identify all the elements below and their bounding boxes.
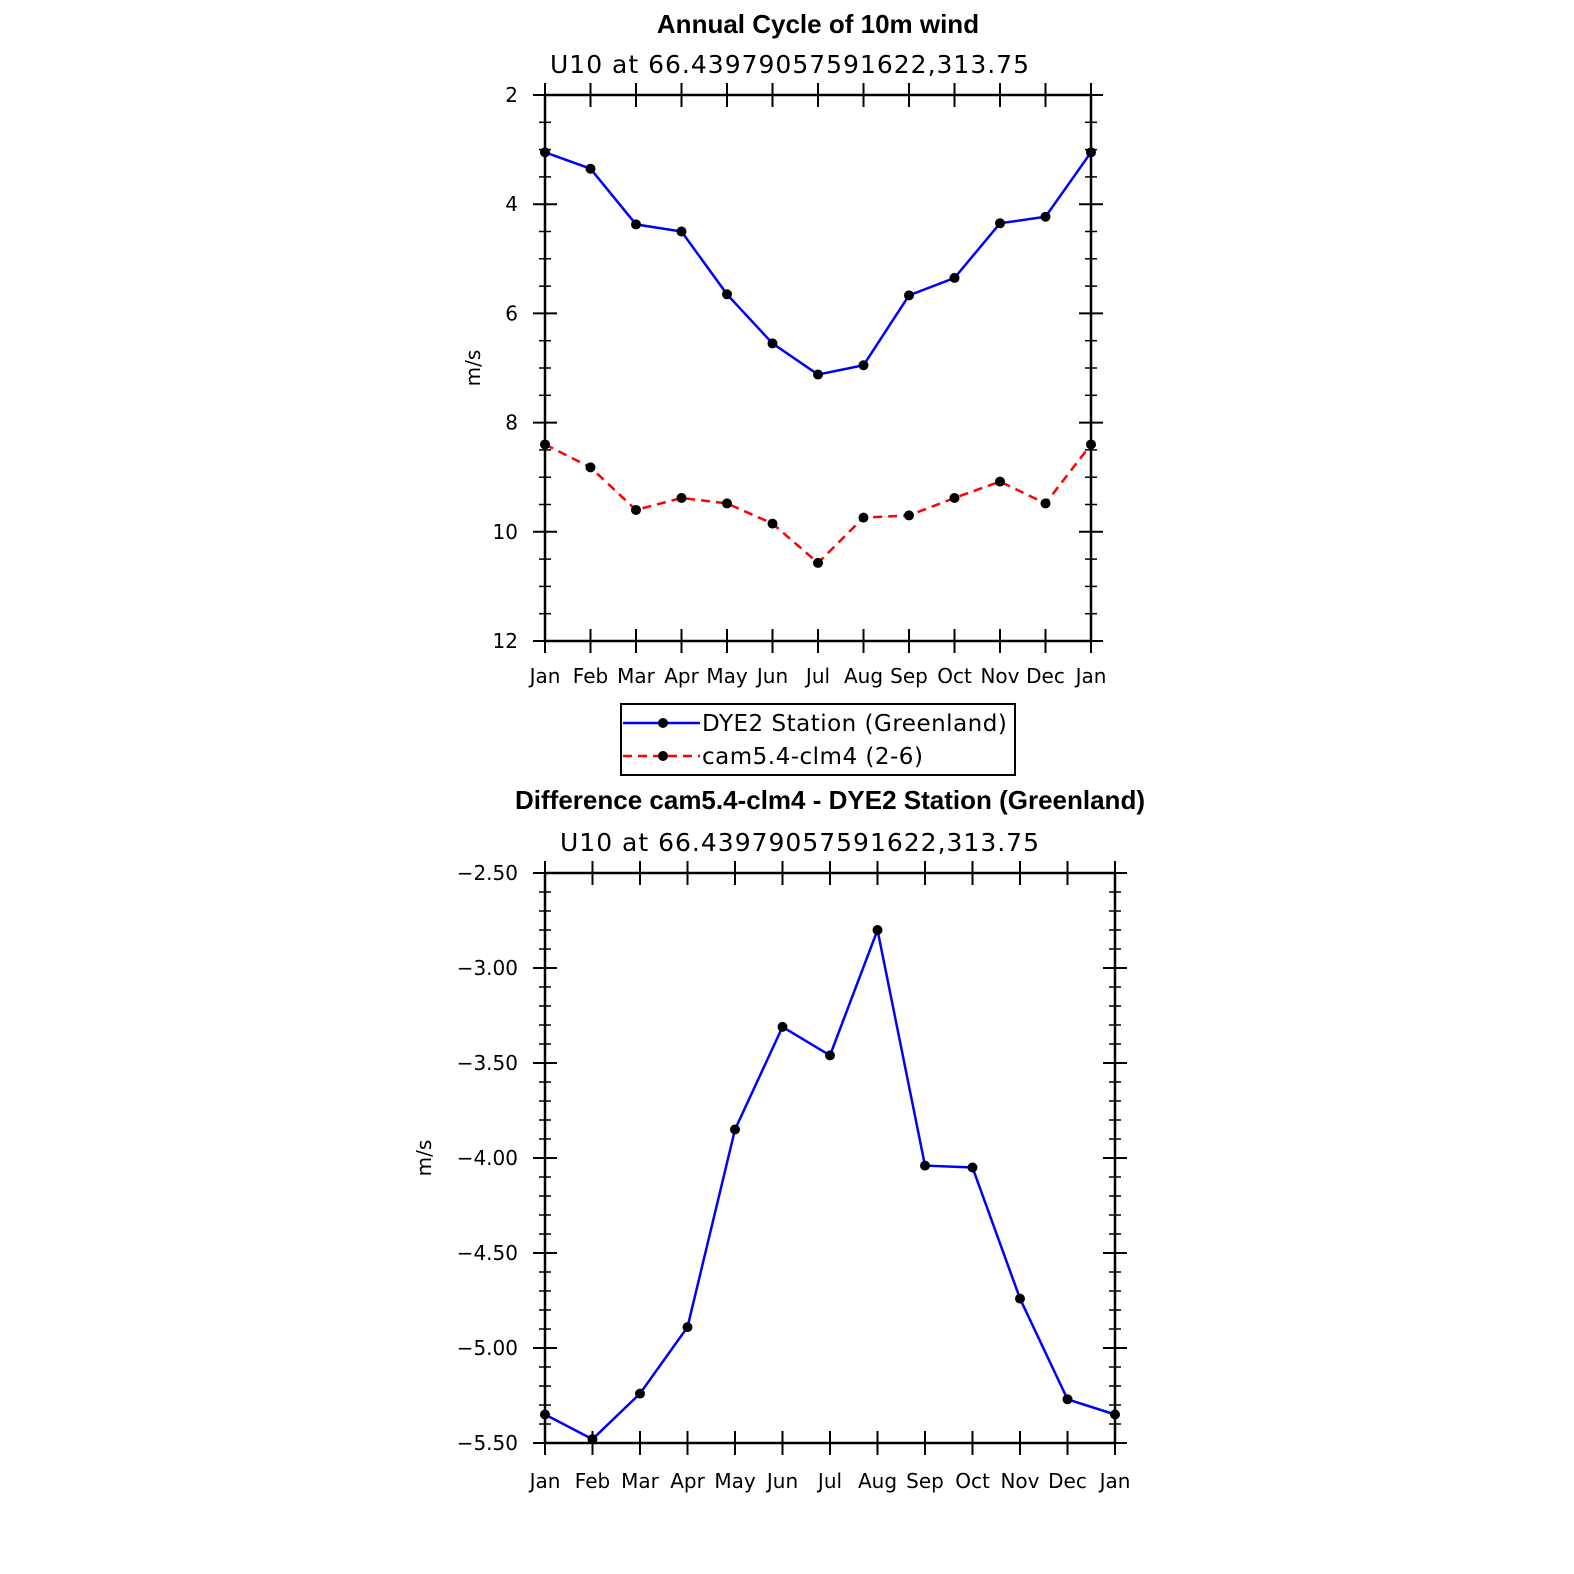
- x-tick-label: Mar: [617, 664, 656, 688]
- data-point: [1110, 1409, 1120, 1420]
- data-point: [1062, 1394, 1073, 1405]
- data-point: [949, 272, 960, 283]
- x-tick-label: Mar: [621, 1469, 660, 1493]
- x-tick-label: Nov: [1000, 1469, 1039, 1493]
- legend: DYE2 Station (Greenland) cam5.4-clm4 (2-6…: [620, 703, 1016, 776]
- x-tick-label: Jul: [804, 664, 830, 688]
- y-tick-label: 8: [505, 411, 518, 435]
- data-point: [682, 1322, 693, 1333]
- data-point: [587, 1434, 598, 1445]
- data-point: [872, 925, 883, 935]
- data-point: [813, 369, 823, 380]
- x-tick-label: Feb: [573, 664, 608, 688]
- y-tick-label: −2.50: [457, 861, 518, 885]
- x-tick-label: Oct: [937, 664, 972, 688]
- data-point: [722, 289, 732, 300]
- series-line-0: [544, 151, 1093, 376]
- legend-label: cam5.4-clm4 (2-6): [702, 744, 923, 770]
- x-tick-label: Aug: [858, 1469, 897, 1493]
- data-point: [631, 219, 641, 230]
- y-axis-label: m/s: [461, 350, 485, 387]
- x-tick-label: Jun: [765, 1469, 798, 1493]
- chart-title: Annual Cycle of 10m wind: [657, 9, 979, 39]
- data-point: [767, 518, 778, 529]
- data-point: [540, 1409, 550, 1420]
- x-tick-label: Jun: [755, 664, 788, 688]
- data-point: [995, 476, 1005, 487]
- x-tick-label: Oct: [955, 1469, 990, 1493]
- x-tick-label: May: [714, 1469, 756, 1493]
- y-tick-label: −5.00: [457, 1336, 518, 1360]
- data-point: [904, 510, 914, 521]
- data-point: [995, 218, 1005, 229]
- y-tick-label: 12: [493, 629, 518, 653]
- y-tick-label: −5.50: [457, 1431, 518, 1455]
- data-point: [967, 1162, 978, 1173]
- data-point: [767, 338, 778, 349]
- series-line-0: [544, 925, 1116, 1441]
- x-tick-label: Dec: [1026, 664, 1065, 688]
- y-tick-label: 4: [505, 192, 518, 216]
- chart-subtitle: U10 at 66.43979057591622,313.75: [560, 828, 1040, 857]
- x-tick-label: Jul: [816, 1469, 842, 1493]
- x-tick-label: Jan: [1074, 664, 1107, 688]
- y-tick-label: −4.00: [457, 1146, 518, 1170]
- legend-box: [620, 703, 1016, 776]
- y-tick-label: 6: [505, 301, 518, 325]
- legend-marker: [658, 718, 668, 728]
- y-tick-label: 10: [493, 520, 518, 544]
- data-point: [722, 498, 732, 509]
- x-tick-label: Aug: [844, 664, 883, 688]
- chart-subtitle: U10 at 66.43979057591622,313.75: [550, 50, 1030, 79]
- data-point: [1040, 211, 1051, 222]
- y-tick-label: −3.50: [457, 1051, 518, 1075]
- x-tick-label: Jan: [1098, 1469, 1131, 1493]
- legend-marker: [658, 751, 668, 761]
- data-point: [635, 1388, 645, 1399]
- x-tick-label: Jan: [528, 1469, 561, 1493]
- data-point: [825, 1050, 835, 1061]
- x-tick-label: May: [706, 664, 748, 688]
- y-tick-label: −3.00: [457, 956, 518, 980]
- x-tick-label: Sep: [906, 1469, 944, 1493]
- data-point: [631, 504, 641, 515]
- x-tick-label: Nov: [980, 664, 1019, 688]
- data-point: [1086, 439, 1096, 450]
- x-tick-label: Jan: [528, 664, 561, 688]
- data-point: [540, 147, 550, 158]
- data-point: [1086, 147, 1096, 158]
- data-point: [676, 226, 687, 237]
- data-point: [920, 1160, 930, 1171]
- data-point: [676, 492, 687, 503]
- data-point: [949, 492, 960, 503]
- data-point: [858, 512, 869, 523]
- series-line-1: [544, 443, 1092, 565]
- y-tick-label: 2: [505, 83, 518, 107]
- data-point: [585, 163, 596, 174]
- data-point: [1040, 498, 1051, 509]
- y-axis-label: m/s: [412, 1140, 436, 1177]
- chart-title: Difference cam5.4-clm4 - DYE2 Station (G…: [515, 785, 1145, 815]
- data-point: [904, 290, 914, 301]
- x-tick-label: Apr: [670, 1469, 705, 1493]
- x-tick-label: Dec: [1048, 1469, 1087, 1493]
- difference-chart: Difference cam5.4-clm4 - DYE2 Station (G…: [412, 785, 1145, 1493]
- y-tick-label: −4.50: [457, 1241, 518, 1265]
- legend-label: DYE2 Station (Greenland): [702, 711, 1007, 737]
- data-point: [858, 360, 869, 371]
- data-point: [813, 557, 823, 568]
- data-point: [585, 462, 596, 473]
- x-tick-label: Apr: [664, 664, 699, 688]
- data-point: [777, 1021, 788, 1032]
- annual-cycle-chart: Annual Cycle of 10m wind U10 at 66.439790…: [461, 9, 1106, 688]
- x-tick-label: Sep: [890, 664, 928, 688]
- data-point: [1015, 1293, 1025, 1304]
- plot-frame: [543, 871, 1117, 1445]
- data-point: [730, 1124, 740, 1135]
- data-point: [540, 439, 550, 450]
- x-tick-label: Feb: [575, 1469, 610, 1493]
